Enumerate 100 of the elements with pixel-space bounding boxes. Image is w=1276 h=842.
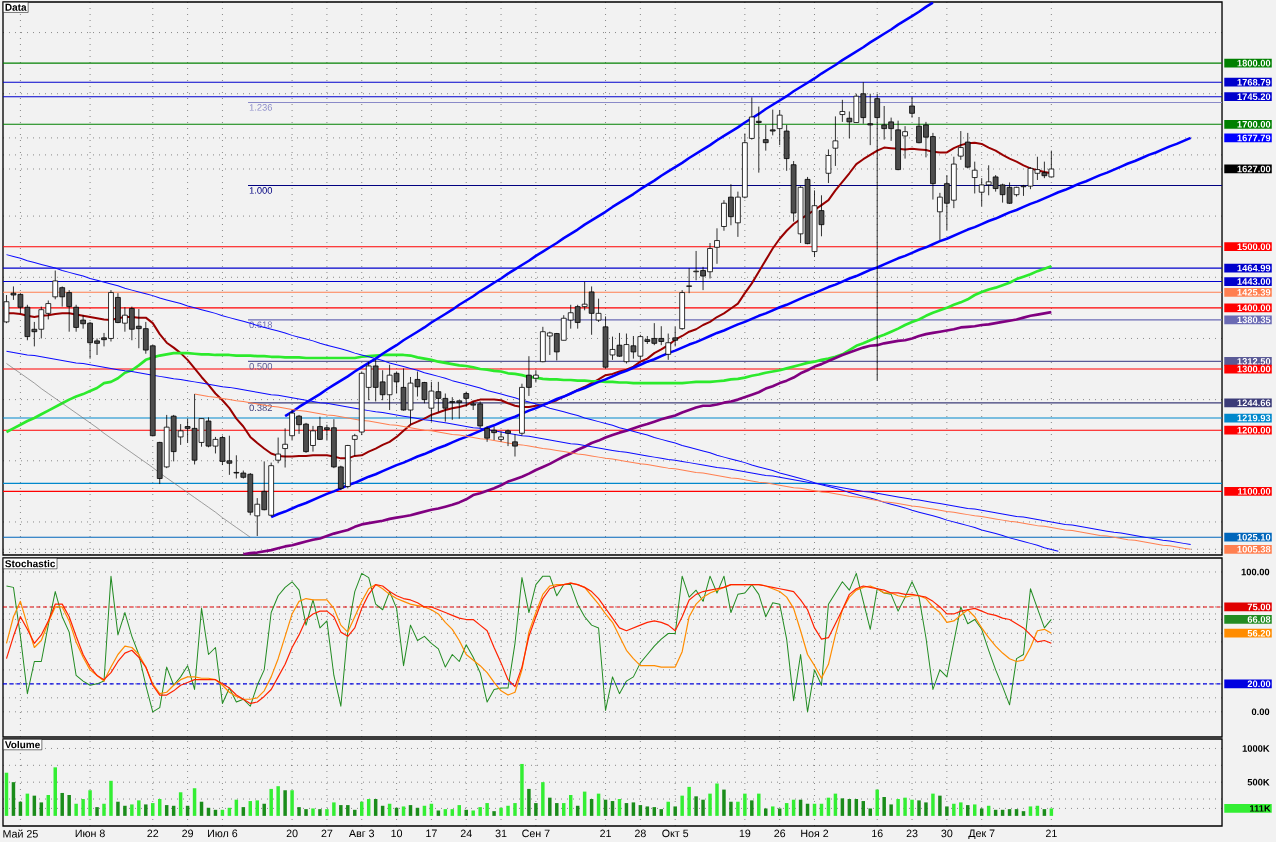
bar bbox=[74, 803, 78, 816]
ref-line-label: 1800.00 bbox=[1237, 59, 1271, 67]
candlestick bbox=[832, 115, 839, 167]
bar bbox=[464, 809, 468, 816]
bar bbox=[506, 805, 510, 816]
bar bbox=[715, 783, 719, 816]
x-tick-label: Авг 3 bbox=[348, 829, 375, 838]
bar bbox=[297, 807, 301, 816]
y-tick-label: 0.00 bbox=[1251, 708, 1270, 716]
candlestick bbox=[282, 427, 288, 468]
candlestick bbox=[762, 124, 769, 152]
annotation: 0.382 bbox=[249, 404, 272, 412]
bar bbox=[318, 809, 322, 816]
bar bbox=[332, 802, 336, 816]
bar bbox=[645, 806, 650, 816]
bar bbox=[102, 803, 106, 816]
bar bbox=[687, 786, 691, 816]
y-tick-label: 111K bbox=[1249, 805, 1271, 812]
bar bbox=[276, 786, 280, 816]
candlestick bbox=[714, 227, 720, 265]
candlestick bbox=[825, 149, 832, 184]
bar bbox=[499, 807, 503, 816]
bar bbox=[896, 799, 900, 816]
y-tick-label: 1627.00 bbox=[1237, 165, 1271, 173]
y-tick-label: 20.00 bbox=[1247, 680, 1271, 688]
candlestick bbox=[874, 93, 881, 382]
bar bbox=[283, 790, 287, 816]
bar bbox=[60, 792, 64, 816]
bar bbox=[269, 788, 273, 816]
x-tick-label: 24 bbox=[460, 829, 472, 838]
ref-line-label: 1380.35 bbox=[1237, 316, 1271, 324]
bar bbox=[541, 782, 545, 816]
ref-line-label: 1300.00 bbox=[1237, 365, 1271, 373]
bar bbox=[527, 788, 531, 816]
bar bbox=[931, 793, 935, 816]
bar bbox=[401, 806, 406, 816]
x-tick-label: Дек 7 bbox=[968, 829, 995, 840]
bar bbox=[770, 806, 775, 816]
x-tick-label: 19 bbox=[739, 829, 751, 838]
bar bbox=[290, 790, 294, 816]
x-tick-label: 22 bbox=[147, 829, 159, 838]
x-tick-label: 21 bbox=[600, 829, 611, 838]
chart-title: Stochastic bbox=[5, 559, 56, 568]
ref-line-label: 1244.66 bbox=[1237, 399, 1271, 407]
bar bbox=[262, 803, 266, 816]
bar bbox=[485, 803, 489, 816]
chart-title: Volume bbox=[4, 740, 40, 749]
y-tick-label: 500K bbox=[1247, 778, 1270, 786]
candlestick bbox=[769, 109, 776, 136]
bar bbox=[938, 795, 942, 816]
bar bbox=[443, 809, 448, 816]
candlestick bbox=[505, 429, 511, 447]
ref-line-label: 1443.00 bbox=[1237, 278, 1271, 285]
x-tick-label: Окт 5 bbox=[662, 829, 689, 838]
candlestick bbox=[867, 93, 874, 146]
candlestick bbox=[839, 99, 846, 123]
bar bbox=[729, 801, 733, 816]
bar bbox=[151, 803, 155, 816]
x-tick-label: Ноя 2 bbox=[801, 829, 829, 838]
bar bbox=[659, 809, 664, 816]
bar bbox=[450, 809, 455, 816]
bar bbox=[492, 811, 496, 816]
bar bbox=[945, 806, 949, 816]
candlestick bbox=[512, 434, 518, 457]
y-tick-label: 66.08 bbox=[1247, 616, 1271, 623]
bar bbox=[966, 805, 970, 816]
x-tick-label: Июн 8 bbox=[75, 829, 105, 838]
x-tick-label: Июл 6 bbox=[208, 829, 238, 838]
bar bbox=[743, 793, 747, 816]
x-tick-label: 30 bbox=[941, 829, 953, 838]
bar bbox=[972, 804, 977, 816]
bar bbox=[868, 808, 872, 816]
x-tick-label: 23 bbox=[906, 829, 918, 838]
bar bbox=[304, 809, 308, 816]
bar bbox=[513, 803, 517, 816]
bar bbox=[952, 803, 956, 816]
bar bbox=[1028, 806, 1033, 816]
chart-title: Data bbox=[5, 3, 27, 11]
x-tick-label: 17 bbox=[426, 829, 437, 837]
bar bbox=[757, 793, 761, 816]
bar bbox=[1014, 809, 1019, 816]
x-tick-label: 10 bbox=[391, 829, 403, 838]
bar bbox=[130, 804, 134, 816]
y-tick-label: 75.00 bbox=[1247, 603, 1271, 611]
ref-line-label: 1100.00 bbox=[1238, 488, 1271, 495]
bar bbox=[777, 808, 782, 816]
candlestick bbox=[672, 326, 679, 347]
bar bbox=[917, 800, 921, 816]
candlestick bbox=[909, 96, 915, 118]
ref-line-label: 1425.39 bbox=[1237, 289, 1271, 296]
x-tick-label: 27 bbox=[321, 829, 333, 838]
bar bbox=[144, 804, 148, 816]
bar bbox=[680, 795, 684, 816]
candlestick bbox=[686, 267, 692, 294]
annotation: 1.236 bbox=[249, 104, 273, 111]
x-tick-label: 31 bbox=[495, 829, 507, 838]
ref-line-label: 1200.00 bbox=[1237, 426, 1271, 434]
x-tick-label: 16 bbox=[872, 829, 883, 838]
bar bbox=[666, 801, 670, 816]
x-tick-label: Сен 7 bbox=[522, 829, 550, 838]
